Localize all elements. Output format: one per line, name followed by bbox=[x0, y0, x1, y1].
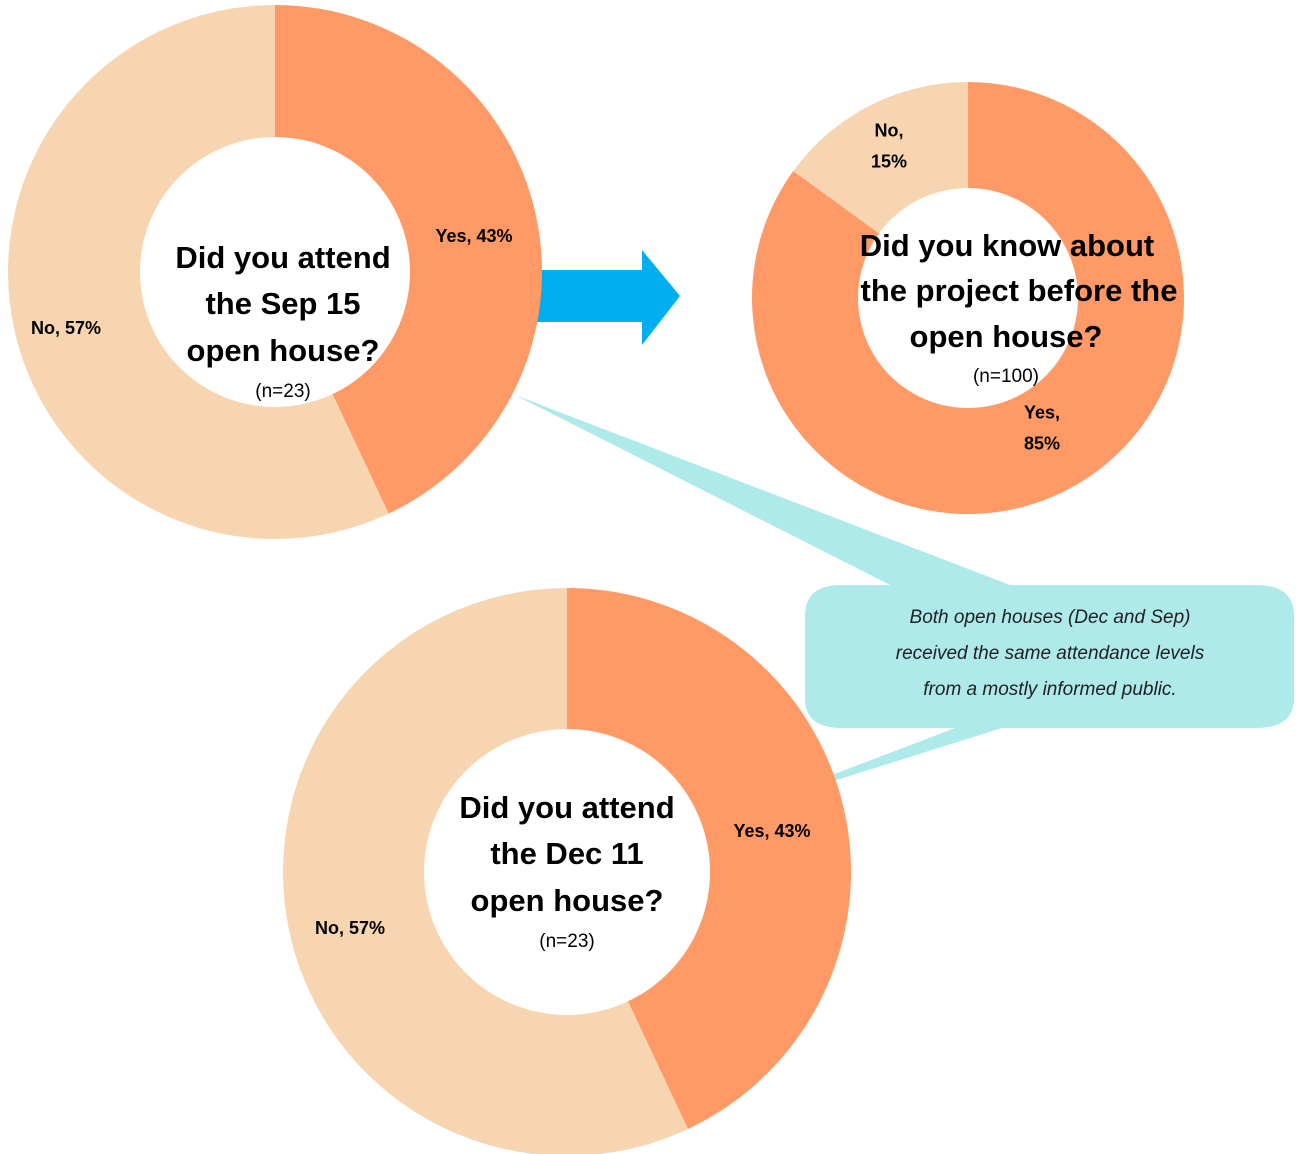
callout-text-block: Both open houses (Dec and Sep) received … bbox=[896, 607, 1205, 700]
chart-title-knew-project: Did you know about the project before th… bbox=[860, 228, 1178, 387]
donut-slice-yes bbox=[752, 82, 1184, 514]
callout-box bbox=[515, 395, 1294, 812]
right-arrow-icon bbox=[532, 250, 680, 345]
chart-title-line: the Sep 15 bbox=[205, 286, 360, 321]
data-label-yes: Yes, 85% bbox=[1024, 403, 1060, 454]
chart-title-line: Did you attend bbox=[175, 240, 390, 275]
chart-title-line: Did you attend bbox=[459, 790, 674, 825]
donut-slice-no bbox=[8, 5, 389, 539]
chart-title-line: Did you know about bbox=[860, 228, 1155, 263]
chart-title-line: open house? bbox=[187, 333, 380, 368]
data-label-yes: Yes, 43% bbox=[435, 226, 512, 246]
callout-text-line: received the same attendance levels bbox=[896, 643, 1205, 664]
donut-chart-sep15 bbox=[8, 5, 542, 539]
chart-title-dec11: Did you attend the Dec 11 open house? (n… bbox=[459, 790, 674, 952]
donut-slice-yes bbox=[275, 5, 542, 514]
callout-text-line: Both open houses (Dec and Sep) bbox=[910, 607, 1191, 628]
donut-slice-no bbox=[793, 82, 968, 234]
chart-title-line: open house? bbox=[471, 883, 664, 918]
chart-title-line: open house? bbox=[910, 319, 1103, 354]
data-labels: Yes, 43% No, 57% Yes, 85% No, 15% Yes, 43% No, … bbox=[31, 121, 1060, 939]
chart-sample-size: (n=23) bbox=[255, 381, 310, 402]
data-label-no: No, 15% bbox=[871, 121, 907, 172]
data-label-no: No, 57% bbox=[315, 918, 385, 938]
callout-bubble bbox=[515, 395, 1294, 812]
donut-slice-no bbox=[282, 588, 688, 1154]
chart-title-line: the Dec 11 bbox=[490, 836, 643, 871]
chart-title-line: the project before the bbox=[861, 273, 1178, 308]
chart-sample-size: (n=100) bbox=[973, 366, 1039, 387]
donut-chart-dec11 bbox=[282, 588, 851, 1154]
data-label-no: No, 57% bbox=[31, 318, 101, 338]
chart-sample-size: (n=23) bbox=[539, 931, 594, 952]
data-label-yes: Yes, 43% bbox=[733, 821, 810, 841]
chart-title-sep15: Did you attend the Sep 15 open house? (n… bbox=[175, 240, 390, 402]
callout-text-line: from a mostly informed public. bbox=[923, 679, 1176, 700]
donut-chart-knew-project bbox=[752, 82, 1184, 514]
donut-slice-yes bbox=[567, 588, 851, 1129]
